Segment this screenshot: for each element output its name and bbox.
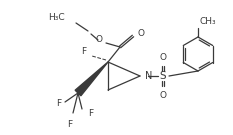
Text: CH₃: CH₃ (200, 16, 217, 26)
Text: O: O (95, 36, 102, 45)
Polygon shape (75, 62, 108, 96)
Text: F: F (81, 46, 86, 55)
Text: N: N (145, 71, 152, 81)
Text: S: S (160, 71, 166, 81)
Text: H₃C: H₃C (48, 13, 65, 21)
Text: O: O (160, 90, 167, 99)
Text: F: F (56, 99, 61, 109)
Text: F: F (88, 109, 93, 119)
Text: O: O (160, 53, 167, 62)
Text: F: F (67, 120, 72, 129)
Text: O: O (137, 30, 144, 38)
